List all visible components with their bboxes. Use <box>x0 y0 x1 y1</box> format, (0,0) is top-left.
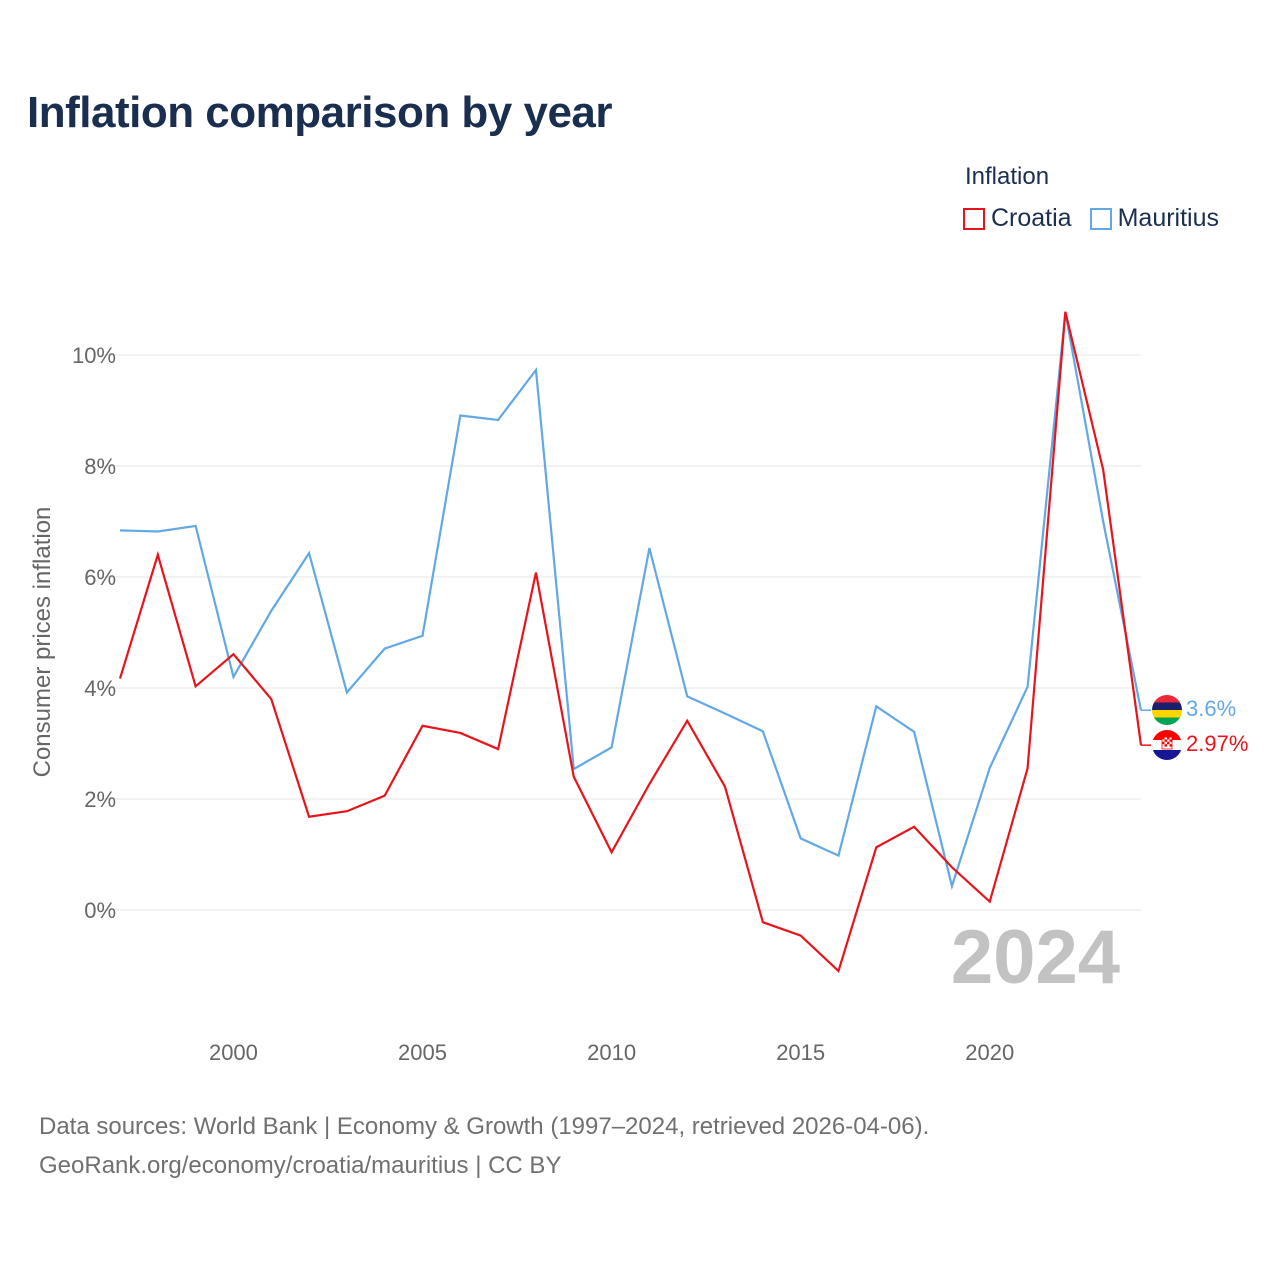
line-chart: 0% 2% 4% 6% 8% 10% 2000 2005 2010 2015 2020 2024 3… <box>29 311 1248 1065</box>
legend-item-croatia[interactable]: Croatia <box>963 204 1072 233</box>
legend-label-mauritius: Mauritius <box>1117 204 1220 232</box>
croatia-flag-icon <box>1152 730 1182 760</box>
legend-label-croatia: Croatia <box>991 204 1072 232</box>
series-lines <box>118 311 1151 974</box>
end-label-mauritius: 3.6% <box>1186 696 1236 721</box>
mauritius-flag-icon <box>1152 695 1182 725</box>
y-axis-label: Consumer prices inflation <box>29 507 56 778</box>
year-watermark: 2024 <box>951 915 1120 1000</box>
legend-swatch-croatia <box>963 207 985 230</box>
x-tick-label: 2015 <box>776 1040 825 1065</box>
legend-swatch-mauritius <box>1089 207 1112 230</box>
series-line-croatia[interactable] <box>118 311 1143 974</box>
footer-sources: Data sources: World Bank | Economy & Gro… <box>39 1113 930 1140</box>
y-tick-label: 8% <box>84 454 116 479</box>
chart-title: Inflation comparison by year <box>27 88 613 137</box>
y-tick-label: 2% <box>84 787 116 812</box>
y-tick-label: 6% <box>84 565 116 590</box>
x-tick-label: 2020 <box>965 1040 1014 1065</box>
x-tick-label: 2010 <box>587 1040 636 1065</box>
y-tick-label: 4% <box>84 676 116 701</box>
footer: Data sources: World Bank | Economy & Gro… <box>39 1107 929 1185</box>
legend-item-mauritius[interactable]: Mauritius <box>1089 204 1220 233</box>
gridlines <box>100 354 1141 911</box>
axes: 0% 2% 4% 6% 8% 10% 2000 2005 2010 2015 2020 <box>72 343 1014 1065</box>
y-tick-label: 0% <box>84 898 116 923</box>
end-label-croatia: 2.97% <box>1186 731 1248 756</box>
x-tick-label: 2000 <box>209 1040 258 1065</box>
x-tick-label: 2005 <box>398 1040 447 1065</box>
series-line-mauritius[interactable] <box>119 312 1143 891</box>
legend-title: Inflation <box>965 163 1050 190</box>
legend: Croatia Mauritius <box>963 204 1237 233</box>
footer-link[interactable]: GeoRank.org/economy/croatia/mauritius | … <box>39 1152 562 1179</box>
y-tick-label: 10% <box>72 343 116 368</box>
